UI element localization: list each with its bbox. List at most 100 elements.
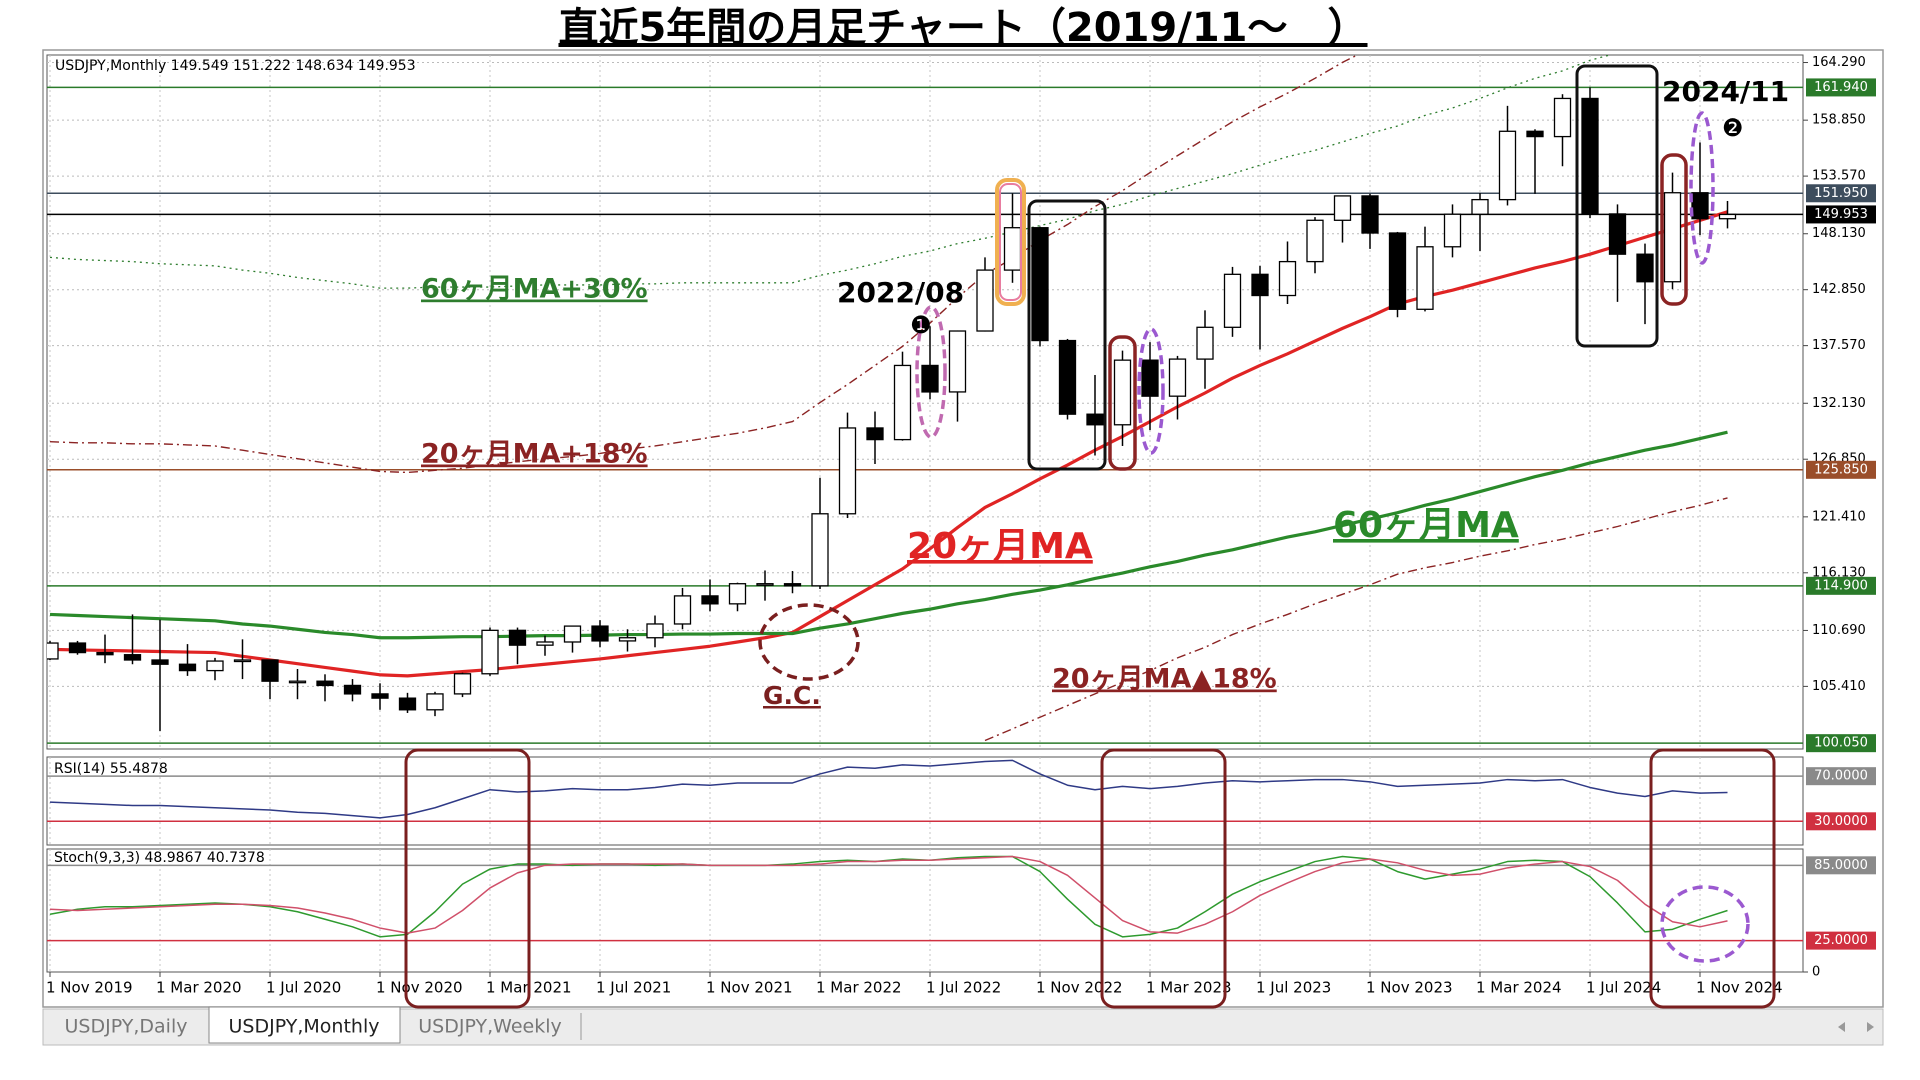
tab[interactable]: USDJPY,Weekly [418, 1016, 561, 1038]
y-tick-label: 116.130 [1812, 565, 1866, 580]
x-tick-label: 1 Jul 2020 [266, 979, 341, 997]
x-tick-label: 1 Nov 2020 [376, 979, 463, 997]
candle-body [1168, 358, 1187, 397]
candle-body [536, 641, 554, 646]
candle-body [47, 642, 59, 660]
candle-body [123, 654, 142, 661]
indicator-line [49, 759, 1728, 819]
candle-body [316, 680, 334, 687]
x-tick-label: 1 Mar 2023 [1146, 979, 1232, 997]
indicator-line [49, 855, 1728, 934]
level-label: 70.0000 [1814, 769, 1868, 784]
highlight-box [1660, 153, 1688, 306]
level-label: 25.0000 [1814, 933, 1868, 948]
scroll-right[interactable] [1867, 1022, 1874, 1032]
candle-body [811, 513, 829, 587]
candle-body [948, 330, 967, 393]
candle-body [728, 583, 747, 605]
candle-body [1636, 253, 1654, 283]
line-label: 20ヶ月MA+18% [421, 439, 648, 470]
candle-body [1141, 359, 1159, 397]
candle-body [1663, 192, 1682, 283]
highlight-ellipse [1137, 327, 1165, 455]
highlight-box [1100, 748, 1227, 1009]
candle-body [233, 659, 252, 663]
candle-body [1031, 227, 1049, 342]
candle-body [1498, 130, 1517, 201]
x-tick-label: 1 Mar 2024 [1476, 979, 1562, 997]
highlight-box [404, 748, 531, 1009]
candle-body [1553, 97, 1572, 138]
candle-body [1333, 195, 1352, 221]
y-tick-label: 164.290 [1812, 55, 1866, 70]
candle-body [921, 364, 939, 393]
annotation: ❶ [910, 311, 932, 339]
candle-body [1086, 413, 1104, 426]
y-tick-label: 110.690 [1812, 623, 1866, 638]
highlight-box [1027, 199, 1107, 471]
level-label-box [1806, 931, 1876, 950]
annotation: 2022/08 [837, 276, 964, 309]
candle-body [261, 659, 279, 682]
annotation: 2024/11 [1662, 75, 1789, 108]
level-label-box [1806, 734, 1876, 753]
candle-body [68, 642, 87, 654]
annotation: ❷ [1722, 114, 1744, 142]
x-tick-label: 1 Nov 2019 [46, 979, 133, 997]
indicator-line [49, 430, 1728, 640]
line-label: 60ヶ月MA [1333, 505, 1519, 546]
level-label-box [1806, 184, 1876, 203]
candle-body [673, 595, 692, 625]
level-label-box [1806, 460, 1876, 479]
scroll-left[interactable] [1838, 1022, 1845, 1032]
candle-body [1361, 195, 1379, 234]
line-label: 60ヶ月MA+30% [421, 274, 648, 305]
candle-body [893, 364, 912, 441]
level-label-box [1806, 205, 1876, 224]
level-label-box [1806, 812, 1876, 831]
candle-body [701, 595, 719, 605]
highlight-ellipse [1689, 111, 1715, 265]
annotation: G.C. [763, 681, 821, 710]
candle-body [1196, 326, 1214, 360]
y-tick-label: 132.130 [1812, 396, 1866, 411]
candle-body [563, 625, 582, 643]
tab-active[interactable] [208, 1006, 401, 1044]
level-label-box [1806, 78, 1876, 97]
candle-body [1278, 260, 1297, 297]
candle-body [508, 629, 527, 646]
stoch-header: Stoch(9,3,3) 48.9867 40.7378 [54, 850, 265, 866]
candle-body [646, 623, 664, 639]
main-header: USDJPY,Monthly 149.549 151.222 148.634 1… [55, 58, 416, 74]
x-tick-label: 1 Jul 2022 [926, 979, 1001, 997]
candle-body [756, 583, 774, 586]
tab[interactable]: USDJPY,Monthly [229, 1016, 380, 1038]
y-tick-label: 121.410 [1812, 509, 1866, 524]
candle-body [398, 697, 417, 711]
rsi-panel [46, 756, 1804, 846]
candle-body [1718, 213, 1737, 220]
candle-body [1443, 213, 1462, 248]
y-tick-label: 158.850 [1812, 113, 1866, 128]
main-panel [46, 54, 1804, 750]
candle-body [1223, 273, 1242, 328]
highlight-box [995, 178, 1026, 306]
indicator-line [49, 210, 1728, 678]
y-tick-label: 137.570 [1812, 338, 1866, 353]
level-label: 161.940 [1814, 80, 1868, 95]
page-title: 直近5年間の月足チャート（2019/11〜 ） [558, 5, 1367, 51]
level-label: 30.0000 [1814, 814, 1868, 829]
level-label: 114.900 [1814, 578, 1868, 593]
candle-body [151, 659, 169, 665]
level-label: 125.850 [1814, 462, 1868, 477]
x-tick-label: 1 Mar 2022 [816, 979, 902, 997]
y-tick-label: 142.850 [1812, 282, 1866, 297]
level-label-box [1806, 856, 1876, 875]
candle-body [1251, 273, 1269, 297]
candle-body [1691, 192, 1709, 220]
x-tick-label: 1 Jul 2024 [1586, 979, 1661, 997]
candle-body [838, 427, 857, 515]
x-tick-label: 1 Nov 2024 [1696, 979, 1783, 997]
tab[interactable]: USDJPY,Daily [65, 1016, 188, 1038]
